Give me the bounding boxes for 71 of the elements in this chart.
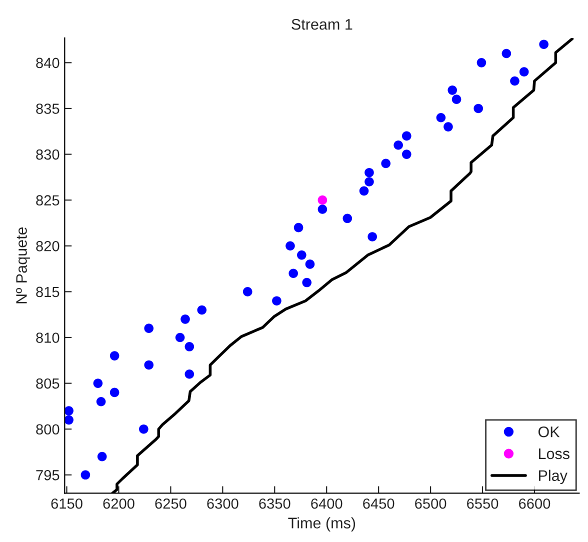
point [139, 424, 148, 434]
y-tick-label: 805 [36, 378, 60, 389]
x-tick-label: 6300 [207, 498, 238, 509]
point [288, 268, 298, 278]
point [476, 58, 486, 68]
x-tick-label: 6350 [259, 498, 290, 509]
point [242, 287, 252, 296]
y-tick-label: 840 [36, 58, 60, 68]
legend-label: Loss [538, 448, 570, 460]
point [364, 168, 374, 178]
x-tick-label: 6500 [415, 498, 446, 509]
y-tick-label: 795 [36, 470, 60, 480]
point [96, 396, 106, 406]
point [402, 131, 412, 141]
point [64, 406, 74, 416]
x-tick-label: 6250 [155, 498, 186, 509]
y-axis-title: Nº Paquete [16, 227, 30, 304]
point [364, 177, 374, 186]
point [184, 369, 194, 379]
x-tick-label: 6200 [103, 498, 134, 509]
y-tick-label: 825 [36, 195, 60, 206]
point [402, 150, 412, 159]
point [305, 260, 315, 269]
x-tick-label: 6550 [467, 498, 498, 509]
point [64, 415, 74, 425]
y-tick-label: 810 [36, 332, 60, 343]
point [302, 278, 312, 288]
point [502, 48, 512, 58]
point [359, 186, 369, 196]
point [297, 250, 306, 260]
point [80, 470, 90, 480]
point [318, 195, 328, 205]
point [318, 204, 328, 214]
point [444, 122, 453, 132]
legend-label: Play [538, 470, 568, 484]
point [519, 67, 529, 76]
point [510, 76, 520, 86]
x-tick-label: 6450 [363, 498, 394, 509]
point [394, 140, 403, 150]
point [110, 351, 120, 360]
y-tick-label: 830 [36, 149, 60, 160]
point [184, 342, 194, 352]
point [342, 214, 352, 224]
y-tick-label: 835 [36, 104, 60, 114]
point [110, 388, 120, 398]
x-tick-label: 6600 [519, 498, 550, 509]
point [539, 40, 548, 50]
x-tick-label: 6400 [311, 498, 342, 509]
y-tick-label: 820 [36, 240, 60, 252]
point [286, 241, 295, 251]
point [93, 378, 103, 388]
y-tick-label: 815 [36, 286, 60, 298]
legend-label: OK [538, 426, 560, 438]
chart-title: Stream 1 [292, 18, 352, 30]
point [452, 94, 462, 104]
point [436, 112, 446, 122]
x-tick-label: 6150 [51, 498, 82, 509]
point [474, 104, 484, 114]
point [180, 314, 190, 324]
point [144, 324, 154, 333]
point [294, 222, 304, 232]
x-axis-title: Time (ms) [288, 517, 356, 532]
point [272, 296, 282, 306]
point [197, 305, 207, 315]
y-tick-label: 800 [36, 424, 60, 435]
point [175, 332, 185, 342]
point [448, 85, 458, 95]
point [381, 158, 391, 168]
point [97, 452, 107, 462]
point [144, 360, 154, 370]
point [368, 232, 377, 242]
